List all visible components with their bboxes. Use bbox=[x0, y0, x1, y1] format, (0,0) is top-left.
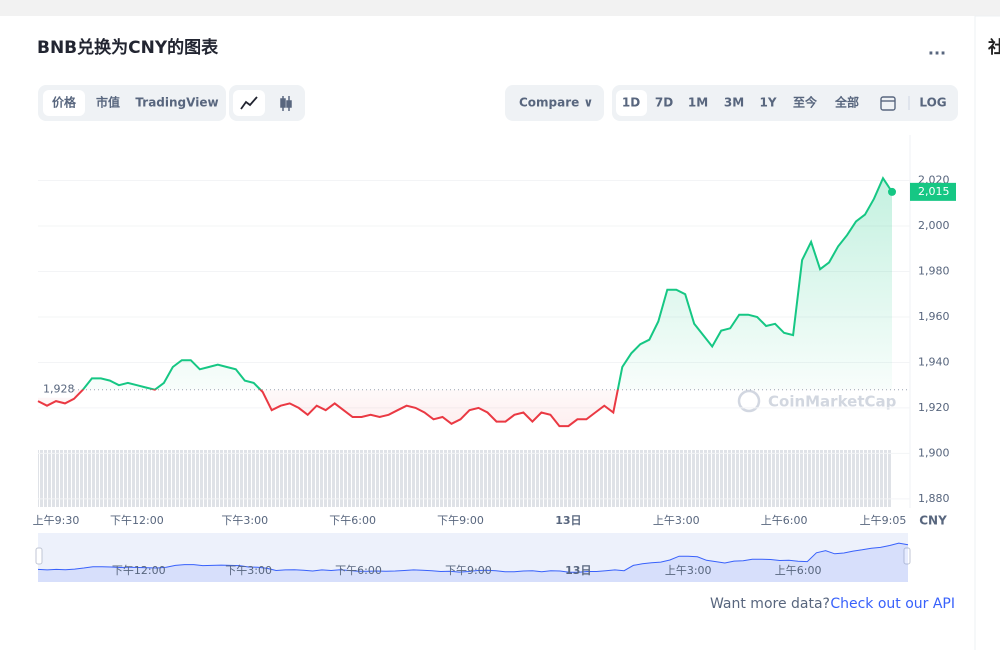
x-tick-label: 上午9:05 bbox=[860, 514, 907, 527]
tab[interactable]: TradingView bbox=[135, 96, 218, 110]
nav-label: 13日 bbox=[565, 564, 591, 577]
x-tick-label: 下午6:00 bbox=[329, 514, 376, 527]
y-tick-label: 1,920 bbox=[918, 401, 950, 414]
currency-label: CNY bbox=[919, 514, 947, 528]
last-price-label: 2,015 bbox=[918, 185, 950, 198]
y-tick-label: 1,980 bbox=[918, 264, 950, 277]
range-button[interactable]: 1Y bbox=[759, 96, 776, 110]
range-button[interactable]: 3M bbox=[724, 96, 744, 110]
line-icon bbox=[240, 96, 258, 110]
y-tick-label: 1,900 bbox=[918, 446, 950, 459]
y-tick-label: 2,000 bbox=[918, 219, 950, 232]
nav-label: 下午3:00 bbox=[225, 564, 272, 577]
side-title: 社 bbox=[987, 37, 1000, 58]
x-tick-label: 上午6:00 bbox=[761, 514, 808, 527]
nav-handle[interactable] bbox=[35, 547, 43, 565]
footer-link[interactable]: Check out our API bbox=[830, 596, 955, 612]
nav-line bbox=[37, 542, 909, 573]
price-area bbox=[38, 178, 892, 427]
compare-box[interactable] bbox=[505, 85, 604, 121]
footer-text: Want more data? bbox=[710, 596, 830, 612]
top-strip bbox=[0, 0, 1000, 16]
chart-title: BNB兑换为CNY的图表 bbox=[37, 37, 219, 58]
nav-label: 下午12:00 bbox=[112, 564, 166, 577]
range-group bbox=[612, 85, 958, 121]
x-tick-label: 上午3:00 bbox=[653, 514, 700, 527]
navigator bbox=[38, 533, 908, 582]
x-tick-label: 13日 bbox=[555, 514, 581, 527]
last-point bbox=[888, 187, 896, 196]
candle-icon[interactable] bbox=[280, 96, 292, 111]
tab[interactable]: 价格 bbox=[52, 95, 77, 110]
range-button[interactable]: 全部 bbox=[834, 95, 859, 110]
y-tick-label: 1,940 bbox=[918, 355, 950, 368]
range-button[interactable]: 1D bbox=[622, 96, 640, 110]
nav-label: 下午9:00 bbox=[445, 564, 492, 577]
calendar-icon[interactable] bbox=[880, 96, 896, 111]
x-tick-label: 下午3:00 bbox=[221, 514, 268, 527]
watermark-text: CoinMarketCap bbox=[768, 393, 897, 411]
y-tick-label: 1,880 bbox=[918, 492, 950, 505]
range-button[interactable]: 1M bbox=[688, 96, 708, 110]
nav-handle[interactable] bbox=[903, 547, 911, 565]
tab[interactable]: 市值 bbox=[96, 95, 120, 110]
volume-band bbox=[38, 450, 892, 507]
baseline-label: 1,928 bbox=[43, 383, 75, 396]
log-button[interactable]: LOG bbox=[919, 96, 946, 110]
compare-label[interactable]: Compare ∨ bbox=[519, 96, 593, 110]
x-tick-label: 下午12:00 bbox=[110, 514, 164, 527]
side-panel bbox=[974, 15, 1000, 654]
nav-label: 上午3:00 bbox=[665, 564, 712, 577]
y-tick-label: 1,960 bbox=[918, 310, 950, 323]
range-active bbox=[616, 90, 647, 116]
watermark: CoinMarketCap bbox=[737, 389, 897, 413]
nav-label: 下午6:00 bbox=[335, 564, 382, 577]
range-button[interactable]: 至今 bbox=[793, 95, 818, 110]
price-line bbox=[37, 176, 893, 428]
nav-label: 上午6:00 bbox=[775, 564, 822, 577]
x-tick-label: 下午9:00 bbox=[437, 514, 484, 527]
tab-group bbox=[38, 85, 226, 121]
more-button[interactable]: ... bbox=[928, 40, 946, 59]
nav-area bbox=[38, 543, 908, 582]
tab-active bbox=[43, 90, 85, 116]
baseline-tag-bg bbox=[38, 381, 74, 398]
x-tick-label: 上午9:30 bbox=[33, 514, 80, 527]
line-type-button[interactable] bbox=[233, 90, 265, 116]
range-button[interactable]: 7D bbox=[655, 96, 673, 110]
last-price-tag bbox=[910, 182, 956, 201]
